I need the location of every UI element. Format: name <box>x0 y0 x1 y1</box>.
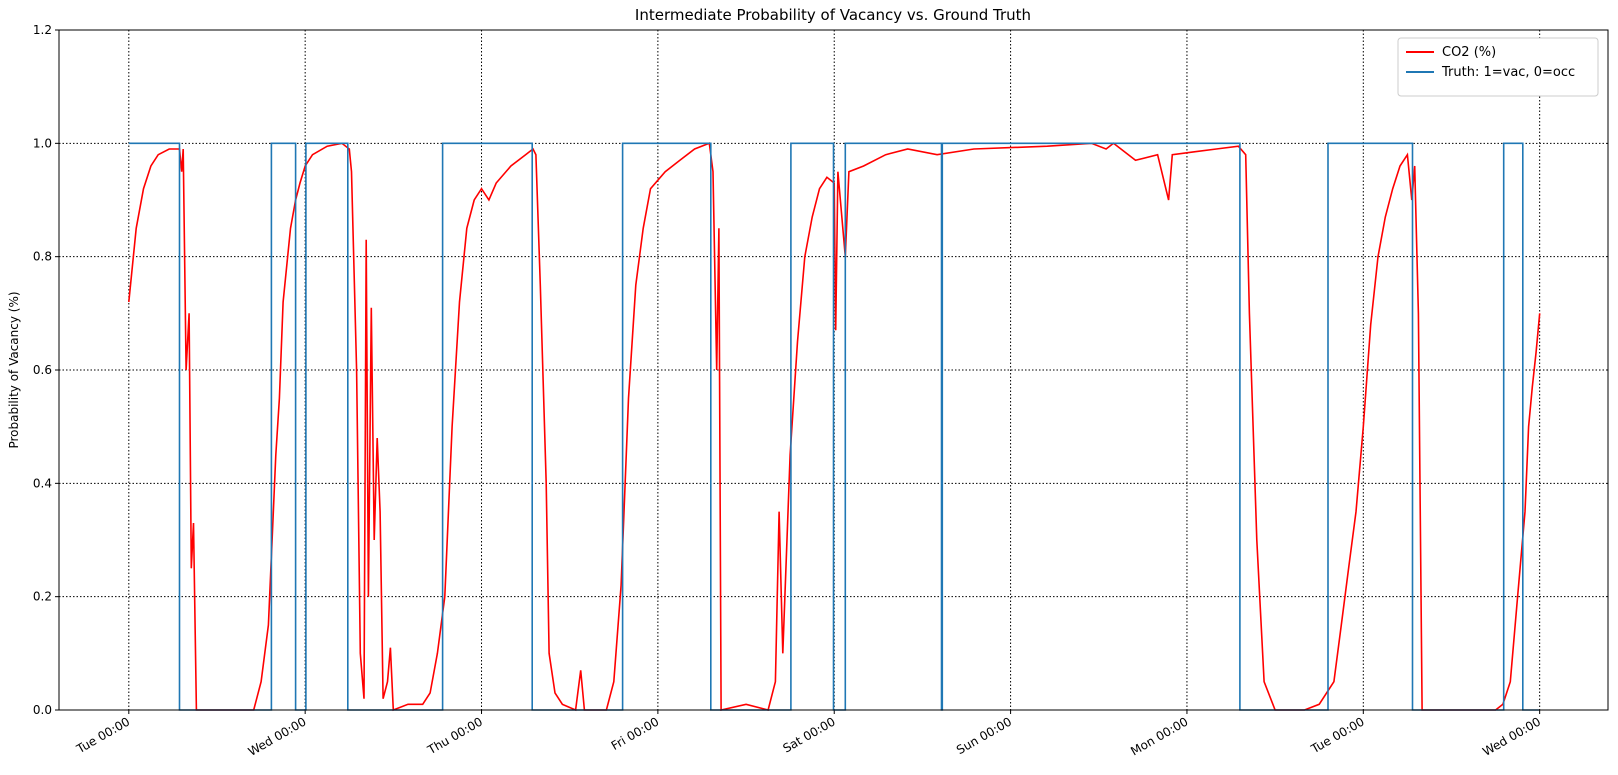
x-tick-label: Wed 00:00 <box>1480 714 1543 758</box>
y-axis-label: Probability of Vacancy (%) <box>7 291 21 448</box>
x-tick-label: Mon 00:00 <box>1128 714 1190 758</box>
legend-label: Truth: 1=vac, 0=occ <box>1441 65 1575 80</box>
y-tick-label: 1.2 <box>33 23 52 37</box>
x-tick-label: Sun 00:00 <box>954 714 1014 757</box>
plot-frame <box>58 29 1609 711</box>
legend-box <box>1397 37 1599 97</box>
y-tick-label: 0.2 <box>33 590 52 604</box>
legend-label: CO2 (%) <box>1442 45 1496 60</box>
chart-title: Intermediate Probability of Vacancy vs. … <box>635 6 1031 24</box>
y-tick-label: 1.0 <box>33 136 52 150</box>
x-tick-label: Thu 00:00 <box>424 714 485 757</box>
y-tick-label: 0.8 <box>33 250 52 264</box>
x-tick-label: Tue 00:00 <box>73 714 132 756</box>
y-tick-label: 0.0 <box>33 703 52 717</box>
series-line <box>128 142 1539 711</box>
x-tick-label: Sat 00:00 <box>780 714 837 755</box>
y-tick-label: 0.6 <box>33 363 52 377</box>
x-tick-label: Wed 00:00 <box>246 714 309 758</box>
y-tick-label: 0.4 <box>33 476 52 490</box>
x-tick-label: Tue 00:00 <box>1308 714 1367 756</box>
x-tick-label: Fri 00:00 <box>609 714 662 752</box>
